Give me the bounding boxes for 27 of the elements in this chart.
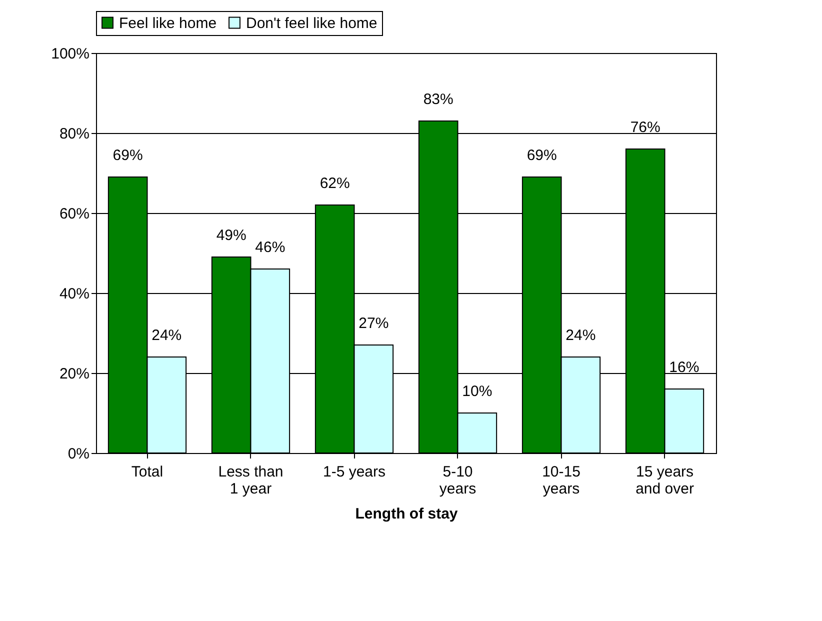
data-label: 76% [630, 119, 660, 136]
y-tick-label: 100% [51, 46, 90, 62]
x-tick-label: Total [131, 464, 164, 480]
data-label: 27% [358, 315, 389, 332]
y-tick-label: 20% [59, 366, 90, 382]
data-label: 46% [255, 239, 286, 256]
x-tick-label: 10-15 years [542, 464, 580, 498]
data-label: 83% [423, 91, 454, 108]
data-label: 24% [566, 327, 596, 344]
data-label: 10% [462, 383, 492, 400]
y-tick-label: 40% [59, 286, 90, 302]
data-label: 24% [152, 327, 182, 344]
data-label: 16% [669, 359, 700, 376]
y-tick-label: 60% [59, 206, 90, 222]
x-axis-title: Length of stay [355, 506, 458, 522]
x-tick-label: 15 years and over [636, 464, 694, 498]
legend-label: Don't feel like home [246, 14, 378, 32]
data-label: 49% [216, 227, 246, 244]
y-tick-label: 0% [68, 446, 90, 462]
data-label: 69% [526, 147, 557, 164]
x-tick-label: 5-10 years [439, 464, 476, 498]
x-tick-label: 1-5 years [322, 464, 386, 480]
data-label: 69% [112, 147, 143, 164]
x-tick-label: Less than 1 year [218, 464, 284, 498]
data-label: 62% [320, 175, 350, 192]
legend-label: Feel like home [119, 14, 217, 32]
y-tick-label: 80% [59, 126, 90, 142]
